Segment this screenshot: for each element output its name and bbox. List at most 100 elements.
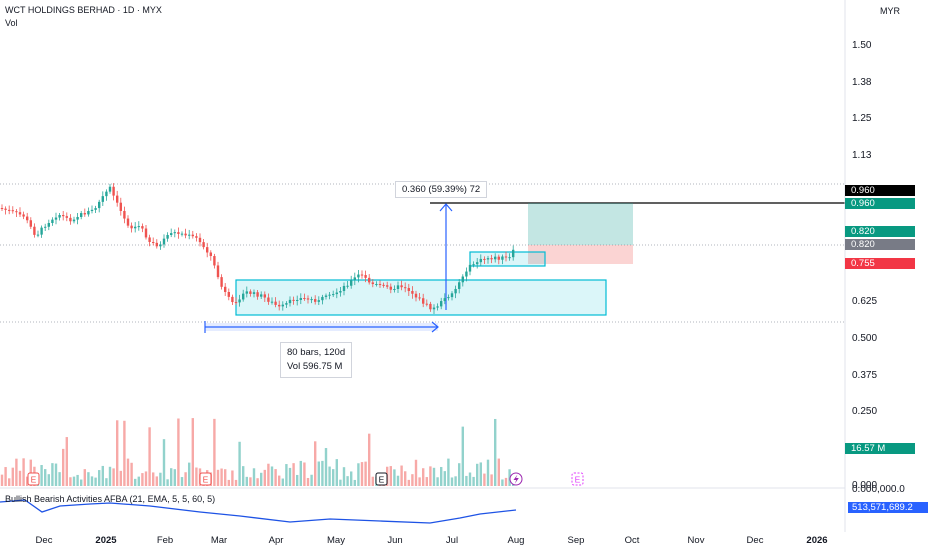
candle-body: [112, 186, 115, 196]
candle-body: [389, 286, 392, 290]
date-range-info[interactable]: 80 bars, 120d Vol 596.75 M: [280, 342, 353, 378]
candle-body: [306, 298, 310, 300]
entry-price-tag: 0.820: [845, 226, 915, 237]
candle-body: [166, 234, 169, 239]
price-axis-tick: 0.375: [852, 370, 878, 381]
currency-label[interactable]: MYR: [880, 6, 900, 16]
volume-bar: [249, 477, 252, 486]
volume-bar: [213, 418, 216, 486]
volume-bar: [314, 441, 317, 486]
volume-bar: [346, 476, 349, 486]
earnings-marker[interactable]: E: [199, 472, 212, 486]
volume-bar: [98, 470, 101, 486]
volume-bar: [425, 477, 428, 486]
candle-body: [314, 299, 317, 302]
flag-box[interactable]: [469, 251, 546, 267]
candle-body: [400, 285, 403, 288]
candle-body: [411, 291, 414, 294]
candle-body: [4, 208, 7, 210]
volume-bar: [332, 469, 335, 486]
candle-body: [422, 298, 425, 304]
volume-bar: [26, 476, 29, 486]
indicator-title[interactable]: Bullish Bearish Activities AFBA (21, EMA…: [5, 494, 216, 504]
earnings-marker[interactable]: E: [375, 472, 388, 486]
candle-body: [0, 208, 4, 209]
price-axis-tick: 1.38: [852, 77, 872, 88]
volume-bar: [285, 464, 288, 486]
candle-body: [296, 299, 299, 301]
candle-body: [29, 220, 32, 227]
candle-body: [188, 234, 191, 236]
candle-body: [155, 242, 158, 247]
volume-bar: [148, 427, 151, 486]
candle-body: [213, 256, 216, 266]
volume-bar: [69, 477, 72, 486]
candle-body: [458, 282, 461, 289]
candle-body: [353, 277, 356, 281]
candle-body: [274, 301, 277, 305]
candle-body: [152, 241, 155, 243]
volume-bar: [342, 467, 346, 486]
price-range-label[interactable]: 0.360 (59.39%) 72: [395, 181, 488, 198]
candle-body: [425, 303, 428, 305]
candle-body: [472, 264, 475, 266]
candlestick-series: [0, 183, 515, 315]
candle-body: [497, 256, 500, 260]
volume-bar: [51, 463, 54, 486]
volume-bar: [317, 461, 320, 486]
earnings-marker[interactable]: E: [571, 472, 584, 486]
volume-bar: [443, 471, 446, 486]
volume-bar: [274, 469, 277, 486]
price-range-arrow: [439, 203, 453, 212]
candle-body: [15, 211, 18, 213]
earnings-marker[interactable]: E: [27, 472, 40, 486]
candle-body: [328, 294, 331, 296]
volume-bar: [414, 459, 418, 486]
stop-price-tag: 0.755: [845, 258, 915, 269]
volume-bar: [44, 469, 47, 486]
volume-bar: [339, 479, 342, 486]
candle-body: [130, 225, 133, 229]
long-position-stop-zone[interactable]: [528, 245, 633, 264]
volume-bar: [47, 474, 50, 486]
volume-bar: [396, 475, 400, 486]
volume-bar: [166, 479, 169, 486]
volume-bar: [83, 469, 86, 486]
long-position-profit-zone[interactable]: [528, 203, 633, 245]
symbol-title[interactable]: WCT HOLDINGS BERHAD · 1D · MYX: [5, 5, 162, 15]
volume-bar: [80, 479, 83, 486]
candle-body: [184, 233, 187, 236]
candle-body: [476, 262, 479, 265]
volume-bar: [393, 469, 396, 486]
volume-bar: [260, 472, 263, 486]
candle-body: [80, 213, 83, 217]
volume-bar: [292, 463, 295, 486]
candle-body: [90, 209, 94, 211]
volume-bar: [234, 479, 238, 486]
volume-bar: [90, 476, 94, 486]
volume-bar: [299, 460, 302, 486]
volume-bar: [350, 471, 353, 486]
volume-bar: [436, 477, 439, 486]
consolidation-box[interactable]: [235, 279, 607, 316]
volume-bar: [238, 441, 241, 486]
volume-bar: [170, 468, 173, 486]
volume-bar: [501, 479, 504, 486]
svg-text:E: E: [575, 475, 581, 485]
svg-text:E: E: [31, 475, 37, 485]
volume-legend[interactable]: Vol: [5, 18, 18, 28]
candle-body: [40, 227, 43, 235]
lightning-icon[interactable]: [509, 472, 523, 486]
candle-body: [450, 293, 454, 298]
volume-bar: [22, 458, 25, 486]
candle-body: [375, 283, 378, 285]
candle-body: [288, 299, 292, 304]
candle-body: [170, 233, 173, 235]
candle-body: [364, 275, 367, 278]
volume-bar: [296, 474, 299, 486]
time-axis-tick: Apr: [268, 535, 284, 546]
volume-bar: [364, 461, 367, 486]
candle-body: [321, 296, 324, 301]
